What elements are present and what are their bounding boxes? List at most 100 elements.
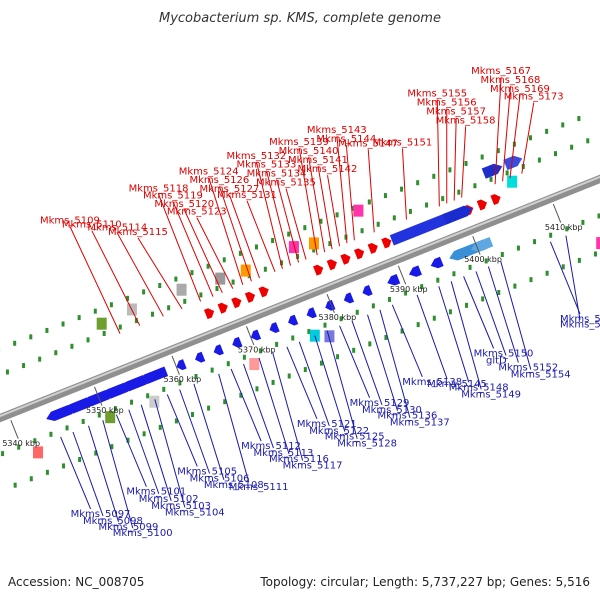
top-gene-label: Mkms_5114	[87, 222, 147, 233]
track-dot	[355, 309, 359, 315]
bottom-leader-line	[102, 419, 134, 529]
bottom-gene-label: Mkms_5154	[511, 370, 571, 381]
track-dot	[183, 298, 187, 304]
top-leader-line	[509, 95, 521, 179]
reverse-gene-arrow	[157, 366, 169, 378]
track-dot	[238, 250, 242, 256]
top-gene-label: Mkms_5132	[226, 151, 286, 162]
reverse-gene-arrow	[195, 351, 206, 363]
track-dot	[319, 218, 323, 224]
top-leader-line	[276, 179, 300, 263]
forward-gene-arrow	[203, 308, 215, 320]
top-leader-line	[317, 166, 333, 250]
bottom-leader-line	[314, 335, 346, 432]
track-dot	[586, 138, 590, 144]
track-dot	[38, 356, 42, 362]
bottom-leader-line	[286, 346, 318, 419]
track-dot	[404, 290, 408, 296]
track-dot	[158, 282, 162, 288]
track-dot	[275, 341, 279, 347]
reverse-gene-arrow	[139, 367, 166, 384]
track-dot	[223, 399, 227, 405]
bottom-leader-line	[326, 330, 358, 439]
reverse-gene-arrow	[46, 404, 73, 422]
track-dot	[13, 340, 17, 346]
track-dot	[489, 176, 493, 182]
bottom-leader-line	[166, 394, 198, 467]
bottom-leader-line	[450, 281, 482, 390]
gene-feature-box	[215, 272, 226, 285]
track-dot	[465, 302, 469, 308]
bottom-leader-line	[416, 294, 448, 380]
track-dot	[81, 418, 85, 424]
bottom-leader-line	[72, 431, 104, 517]
bottom-gene-label: Mkms_5112	[241, 441, 301, 452]
track-dot	[425, 202, 429, 208]
tick-mark	[245, 326, 255, 346]
bottom-leader-line	[500, 261, 532, 370]
track-dot	[565, 226, 569, 232]
track-dot	[162, 386, 166, 392]
reverse-gene-arrow	[387, 274, 401, 286]
track-dot	[110, 444, 114, 450]
bottom-leader-line	[565, 235, 581, 320]
track-dot	[29, 476, 33, 482]
gene-feature-box	[308, 237, 319, 250]
track-dot	[597, 213, 600, 219]
top-leader-line	[69, 226, 121, 334]
reverse-gene-arrow	[288, 314, 299, 326]
bottom-leader-line	[193, 383, 225, 480]
track-dot	[408, 208, 412, 214]
bottom-gene-label: Mkms_5138	[402, 377, 462, 388]
reverse-gene-arrow	[269, 322, 280, 334]
track-dot	[33, 438, 37, 444]
track-dot	[561, 122, 565, 128]
reverse-gene-arrow	[176, 359, 187, 371]
bottom-leader-line	[351, 320, 383, 406]
track-dot	[86, 337, 90, 343]
gene-feature-box	[105, 411, 116, 424]
forward-gene-arrow	[490, 194, 501, 206]
track-dot	[178, 380, 182, 386]
top-leader-line	[494, 77, 502, 185]
top-leader-line	[183, 209, 223, 294]
top-leader-line	[401, 148, 407, 220]
track-dot	[303, 367, 307, 373]
bottom-leader-line	[391, 304, 423, 377]
track-dot	[93, 308, 97, 314]
tick-label: 5400 kbp	[464, 255, 502, 264]
track-dot	[94, 450, 98, 456]
track-dot	[441, 196, 445, 202]
track-dot	[549, 232, 553, 238]
forward-gene-arrow	[231, 297, 242, 309]
tick-mark	[552, 203, 562, 223]
track-dot	[130, 399, 134, 405]
track-dot	[17, 444, 21, 450]
label-leader-lines	[60, 77, 581, 529]
track-dot	[376, 221, 380, 227]
reverse-gene-block	[470, 236, 494, 252]
top-leader-line	[196, 217, 234, 289]
track-dot	[360, 228, 364, 234]
bottom-gene-label: Mkms_5117	[283, 460, 343, 471]
bottom-gene-label: Mkms_5149	[461, 389, 521, 400]
bottom-leader-line	[60, 436, 92, 510]
track-dot	[464, 160, 468, 166]
top-gene-label: Mkms_5120	[154, 199, 214, 210]
bottom-leader-line	[115, 414, 147, 487]
bottom-leader-line	[272, 352, 304, 461]
tick-mark	[326, 294, 335, 313]
bottom-gene-label: Mkms_5105	[177, 466, 237, 477]
top-gene-label: Mkms_5134	[247, 168, 307, 179]
map-title: Mycobacterium sp. KMS, complete genome	[159, 11, 441, 26]
reverse-gene-arrow	[430, 256, 444, 269]
track-dot	[77, 315, 81, 321]
top-gene-label: Mkms_5158	[436, 116, 496, 127]
track-dot	[215, 286, 219, 292]
top-gene-label: Mkms_5168	[481, 75, 541, 86]
forward-gene-block	[481, 163, 503, 179]
bottom-leader-line	[367, 314, 398, 411]
track-dot	[113, 406, 117, 412]
track-dot	[368, 341, 372, 347]
forward-gene-arrow	[353, 248, 365, 260]
